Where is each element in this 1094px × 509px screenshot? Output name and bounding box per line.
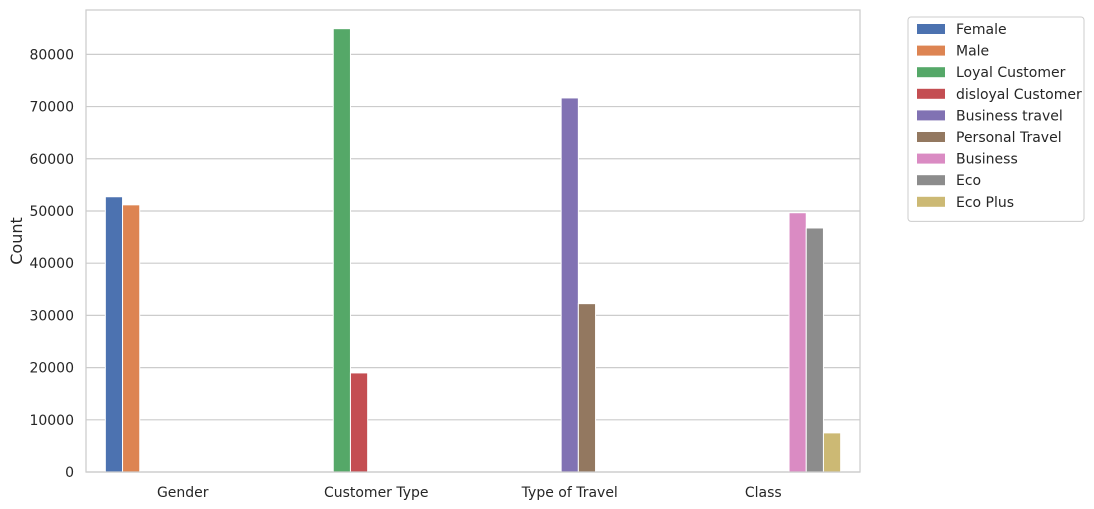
x-tick-labels: Gender Customer Type Type of Travel Class bbox=[157, 485, 782, 501]
bar bbox=[805, 227, 824, 473]
legend-label: Eco bbox=[956, 173, 981, 189]
bar bbox=[349, 372, 369, 473]
bar bbox=[332, 28, 351, 473]
legend-swatch bbox=[917, 132, 945, 142]
legend-label: Loyal Customer bbox=[956, 65, 1066, 81]
y-tick-label: 50000 bbox=[29, 204, 74, 220]
legend-label: Personal Travel bbox=[956, 130, 1062, 146]
plot-frame bbox=[85, 9, 861, 473]
legend-label: disloyal Customer bbox=[956, 87, 1082, 103]
y-tick-label: 0 bbox=[65, 465, 74, 481]
y-tick-label: 10000 bbox=[29, 413, 74, 429]
y-tick-label: 40000 bbox=[29, 256, 74, 272]
bar bbox=[577, 303, 597, 473]
bar bbox=[122, 204, 141, 473]
legend-swatch bbox=[917, 196, 945, 207]
legend-swatch bbox=[917, 110, 945, 121]
legend-label: Business travel bbox=[956, 108, 1063, 124]
x-tick-label: Type of Travel bbox=[521, 485, 618, 501]
legend-label: Male bbox=[956, 44, 989, 60]
legend: Female Male Loyal Customer disloyal Custome… bbox=[907, 16, 1085, 222]
y-axis-label: Count bbox=[7, 217, 26, 265]
legend-swatch bbox=[917, 24, 945, 34]
y-tick-labels: 0 10000 20000 30000 40000 50000 60000 70000 8000… bbox=[29, 47, 74, 481]
bar bbox=[822, 432, 842, 473]
bar bbox=[788, 212, 807, 473]
legend-label: Eco Plus bbox=[956, 195, 1014, 211]
legend-label: Business bbox=[956, 152, 1018, 168]
y-tick-label: 30000 bbox=[29, 308, 74, 324]
legend-swatch bbox=[917, 67, 945, 78]
gridlines bbox=[86, 53, 860, 473]
x-tick-label: Customer Type bbox=[324, 485, 429, 501]
legend-swatch bbox=[917, 45, 945, 56]
bars bbox=[104, 28, 842, 473]
y-tick-label: 70000 bbox=[29, 100, 74, 116]
legend-frame bbox=[907, 16, 1085, 222]
legend-label: Female bbox=[956, 22, 1007, 38]
x-tick-label: Gender bbox=[157, 485, 209, 501]
legend-swatch bbox=[917, 175, 945, 186]
y-tick-label: 20000 bbox=[29, 361, 74, 377]
bar bbox=[104, 196, 124, 473]
y-tick-label: 60000 bbox=[29, 152, 74, 168]
legend-swatch bbox=[917, 153, 945, 164]
x-tick-label: Class bbox=[745, 485, 782, 501]
bar bbox=[560, 97, 579, 473]
y-tick-label: 80000 bbox=[29, 47, 74, 63]
legend-swatch bbox=[917, 88, 945, 99]
